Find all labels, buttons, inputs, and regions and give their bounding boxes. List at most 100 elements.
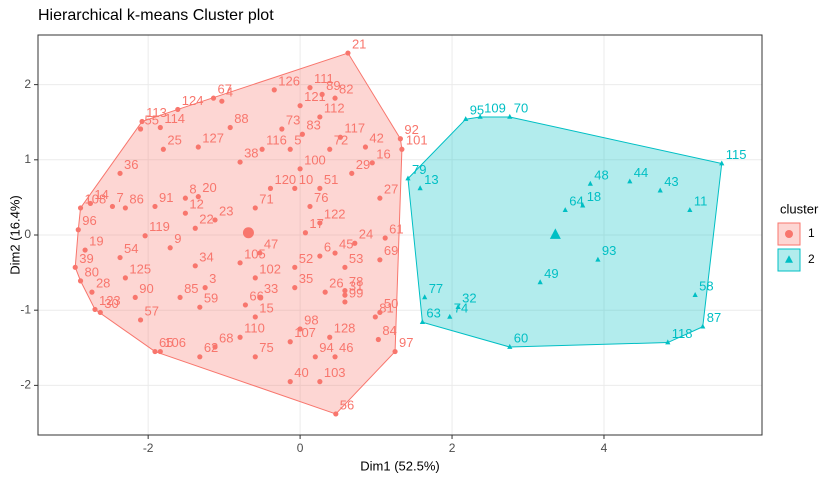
- point-label: 34: [199, 249, 213, 264]
- point: [279, 126, 285, 132]
- point-label: 9: [174, 231, 181, 246]
- point-label: 18: [587, 189, 601, 204]
- point-label: 72: [334, 133, 348, 148]
- point-label: 13: [424, 172, 438, 187]
- point: [399, 146, 405, 152]
- point: [195, 194, 201, 200]
- point-label: 77: [429, 281, 443, 296]
- point: [342, 299, 348, 305]
- point-label: 31: [349, 279, 363, 294]
- point-label: 107: [294, 325, 316, 340]
- point: [477, 113, 483, 119]
- point: [405, 175, 411, 181]
- point: [332, 95, 338, 101]
- point: [122, 205, 128, 211]
- point: [160, 146, 166, 152]
- point: [97, 309, 103, 316]
- point: [197, 304, 203, 310]
- point-label: 113: [146, 105, 167, 120]
- point-label: 22: [199, 212, 213, 227]
- point: [89, 289, 95, 295]
- point: [287, 146, 293, 152]
- point: [419, 319, 426, 325]
- point-label: 49: [544, 266, 558, 281]
- point: [297, 326, 303, 332]
- point: [375, 336, 381, 343]
- point: [192, 225, 198, 231]
- point: [333, 411, 339, 417]
- point: [332, 250, 338, 256]
- point: [202, 285, 208, 291]
- point: [369, 160, 375, 166]
- point-label: 78: [349, 274, 363, 289]
- point-label: 28: [96, 276, 110, 291]
- point: [72, 264, 78, 270]
- point: [447, 313, 453, 319]
- point: [132, 294, 138, 301]
- point-label: 87: [707, 310, 721, 325]
- point-label: 61: [389, 221, 403, 236]
- point-label: 123: [99, 293, 121, 308]
- point: [292, 185, 298, 191]
- point: [77, 278, 84, 284]
- panel-border: [37, 34, 763, 436]
- point: [463, 116, 469, 122]
- point: [345, 50, 351, 56]
- point-label: 122: [324, 206, 346, 221]
- point: [287, 379, 293, 385]
- point-label: 15: [259, 300, 273, 315]
- point: [627, 178, 633, 184]
- point-label: 99: [349, 285, 363, 300]
- point: [692, 292, 698, 297]
- point-label: 24: [359, 227, 373, 242]
- point-label: 71: [259, 191, 273, 206]
- point-label: 69: [384, 243, 398, 258]
- point: [307, 203, 313, 210]
- point: [210, 95, 217, 101]
- y-tick-label: 1: [24, 152, 31, 166]
- point: [182, 195, 188, 201]
- point-label: 88: [234, 111, 248, 126]
- point: [257, 250, 263, 256]
- point: [252, 205, 258, 211]
- point: [319, 91, 325, 97]
- point: [157, 348, 163, 355]
- point-label: 17: [309, 216, 323, 231]
- point: [242, 302, 248, 308]
- point-label: 33: [264, 281, 278, 296]
- point-label: 108: [85, 191, 107, 206]
- point-label: 57: [145, 303, 159, 318]
- point-label: 82: [339, 82, 353, 97]
- point-label: 102: [259, 261, 281, 276]
- point-label: 30: [104, 296, 118, 311]
- point: [317, 114, 323, 120]
- legend-label: 2: [808, 252, 815, 266]
- point-label: 58: [699, 279, 713, 294]
- point-label: 66: [249, 288, 263, 303]
- point-label: 12: [189, 197, 203, 212]
- point-label: 110: [244, 321, 265, 336]
- point: [197, 354, 203, 360]
- point: [77, 205, 84, 211]
- point-label: 36: [124, 157, 138, 172]
- point-label: 94: [319, 340, 333, 355]
- point-label: 105: [244, 246, 266, 261]
- point-label: 96: [82, 213, 96, 228]
- cluster-hull: [74, 52, 403, 415]
- point-label: 35: [299, 271, 313, 286]
- point-label: 68: [219, 330, 233, 345]
- point-label: 116: [266, 133, 287, 148]
- point-label: 121: [304, 89, 326, 104]
- point: [317, 185, 323, 191]
- point: [422, 294, 428, 300]
- point-label: 63: [426, 306, 440, 321]
- point: [302, 230, 309, 236]
- point-label: 60: [514, 330, 528, 345]
- point: [167, 245, 173, 251]
- legend-marker: [785, 230, 793, 238]
- point-label: 89: [326, 78, 340, 93]
- point-label: 128: [334, 321, 356, 336]
- point-label: 5: [294, 133, 301, 148]
- point-label: 59: [204, 291, 218, 306]
- point-label: 55: [145, 112, 159, 127]
